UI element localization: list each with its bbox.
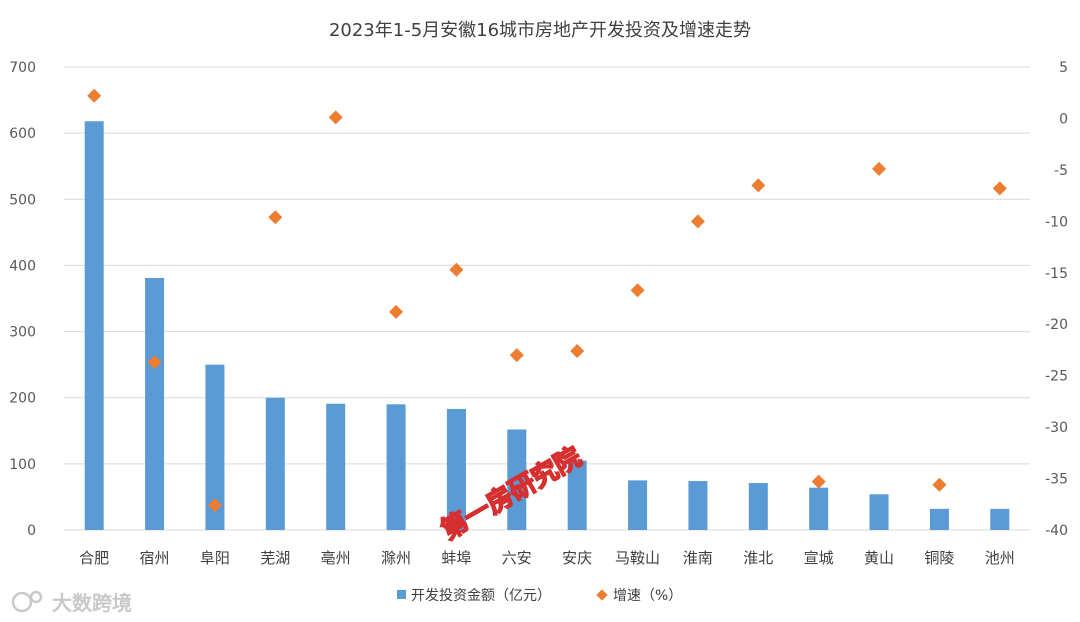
bar — [265, 397, 285, 530]
bar — [446, 408, 466, 530]
bar — [990, 508, 1010, 530]
gridlines — [64, 66, 1030, 531]
chart-title: 2023年1-5月安徽16城市房地产开发投资及增速走势 — [329, 20, 751, 41]
category-label: 池州 — [985, 549, 1015, 567]
legend-label-investment: 开发投资金额（亿元） — [411, 588, 551, 604]
left-tick-label: 500 — [9, 192, 36, 208]
category-label: 滁州 — [381, 549, 411, 567]
category-label: 安庆 — [562, 549, 592, 567]
right-tick-label: 5 — [1059, 60, 1068, 76]
left-tick-label: 300 — [9, 325, 36, 341]
bar — [869, 494, 889, 530]
category-label: 亳州 — [321, 549, 351, 567]
category-label: 芜湖 — [260, 549, 290, 567]
growth-point — [147, 355, 162, 370]
left-tick-label: 100 — [9, 457, 36, 473]
left-axis: 0 100 200 300 400 500 600 700 — [9, 60, 36, 539]
right-tick-label: -40 — [1045, 523, 1068, 539]
left-tick-label: 0 — [27, 523, 36, 539]
category-axis: 合肥 宿州 阜阳 芜湖 亳州 滁州 蚌埠 六安 安庆 马鞍山 淮南 淮北 宣城 黄山 铜陵 池州 — [79, 549, 1015, 567]
bar — [386, 404, 406, 530]
category-label: 铜陵 — [924, 549, 954, 567]
bar — [507, 429, 527, 530]
category-label: 宿州 — [140, 549, 170, 567]
category-label: 合肥 — [79, 549, 109, 567]
left-tick-label: 400 — [9, 258, 36, 274]
bar — [326, 403, 346, 530]
category-label: 宣城 — [804, 549, 834, 567]
growth-point — [509, 348, 524, 363]
growth-point — [570, 343, 585, 358]
growth-point — [872, 161, 887, 176]
bar-series — [84, 121, 1010, 530]
bar — [748, 483, 768, 530]
right-tick-label: -30 — [1045, 420, 1068, 436]
bar — [205, 364, 225, 530]
logo-icon-dot — [29, 590, 43, 604]
logo-icon — [11, 591, 33, 613]
growth-point — [932, 477, 947, 492]
legend-swatch-growth — [596, 589, 608, 601]
growth-point — [389, 304, 404, 319]
growth-point — [87, 88, 102, 103]
growth-point — [992, 181, 1007, 196]
growth-point — [449, 262, 464, 277]
growth-point — [811, 474, 826, 489]
right-tick-label: -10 — [1045, 214, 1068, 230]
left-tick-label: 600 — [9, 126, 36, 142]
growth-point — [751, 178, 766, 193]
bar — [809, 487, 829, 530]
bar — [145, 277, 165, 530]
right-tick-label: -20 — [1045, 317, 1068, 333]
right-tick-label: -15 — [1045, 266, 1068, 282]
category-label: 淮南 — [683, 549, 713, 567]
legend: 开发投资金额（亿元） 增速（%） — [397, 588, 682, 604]
logo-text: 大数跨境 — [52, 591, 132, 615]
growth-point — [328, 110, 343, 125]
category-label: 黄山 — [864, 549, 894, 567]
growth-point — [630, 283, 645, 298]
bar — [929, 508, 949, 530]
growth-series — [87, 88, 1007, 513]
right-tick-label: -5 — [1054, 163, 1068, 179]
growth-point — [690, 214, 705, 229]
right-tick-label: -25 — [1045, 369, 1068, 385]
legend-swatch-investment — [397, 590, 406, 599]
growth-point — [268, 210, 283, 225]
left-tick-label: 200 — [9, 391, 36, 407]
bar — [688, 481, 708, 530]
bar — [628, 480, 648, 530]
left-tick-label: 700 — [9, 60, 36, 76]
category-label: 六安 — [502, 549, 532, 567]
legend-label-growth: 增速（%） — [613, 588, 682, 604]
right-tick-label: -35 — [1045, 472, 1068, 488]
category-label: 蚌埠 — [441, 549, 471, 567]
category-label: 淮北 — [743, 549, 773, 567]
right-axis: 5 0 -5 -10 -15 -20 -25 -30 -35 -40 — [1045, 60, 1068, 539]
right-tick-label: 0 — [1059, 111, 1068, 127]
bar — [84, 121, 104, 530]
category-label: 阜阳 — [200, 549, 230, 567]
logo: 大数跨境 — [11, 590, 132, 615]
category-label: 马鞍山 — [615, 549, 660, 567]
growth-point — [207, 498, 222, 513]
bar — [567, 460, 587, 530]
